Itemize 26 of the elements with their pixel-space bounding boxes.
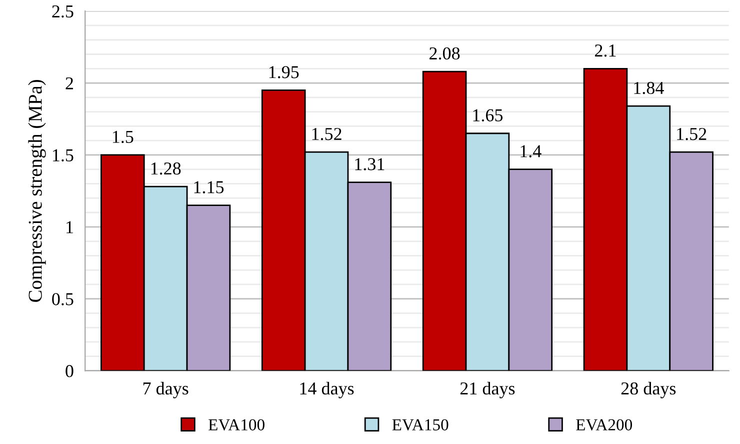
- data-label: 1.4: [520, 145, 542, 158]
- data-label: 2.08: [430, 47, 460, 60]
- legend-label: EVA150: [392, 419, 448, 431]
- y-tick-label: 2: [66, 77, 73, 90]
- data-label: 1.52: [312, 128, 342, 140]
- y-tick-label: 0.5: [52, 293, 74, 306]
- y-tick-label: 2.5: [52, 5, 74, 18]
- data-label: 1.28: [151, 162, 181, 175]
- data-label: 1.5: [112, 130, 134, 144]
- data-label: 1.65: [473, 109, 503, 122]
- x-tick-label: 14 days: [300, 382, 354, 398]
- x-tick-label: 21 days: [460, 382, 515, 398]
- data-label: 1.15: [194, 181, 224, 194]
- x-tick-label: 7 days: [143, 382, 188, 398]
- x-tick-label: 28 days: [621, 382, 676, 398]
- data-label: 1.52: [677, 128, 706, 140]
- data-label: 2.1: [595, 44, 616, 57]
- y-tick-label: 1: [66, 221, 73, 234]
- legend-label: EVA200: [576, 419, 632, 431]
- legend-label: EVA100: [208, 419, 264, 431]
- data-label: 1.95: [269, 66, 299, 78]
- y-axis-title: Compressive strength (MPa): [28, 80, 46, 302]
- data-label: 1.84: [634, 82, 664, 94]
- y-tick-label: 1.5: [53, 149, 74, 162]
- data-label: 1.31: [355, 158, 384, 170]
- y-tick-label: 0: [66, 364, 74, 378]
